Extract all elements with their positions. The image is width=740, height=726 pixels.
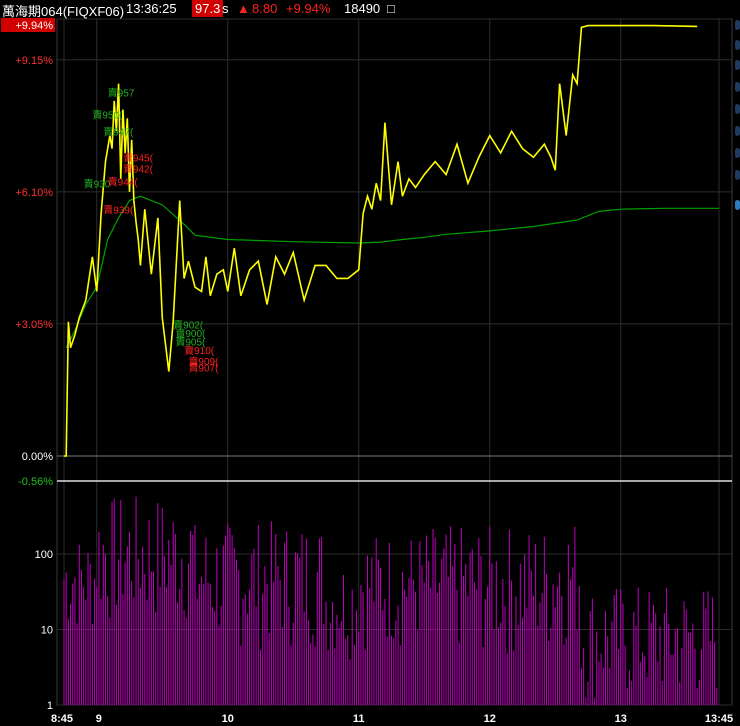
- trade-annotation: 賣900(: [175, 327, 206, 340]
- volume-tick-label: 100: [35, 549, 53, 561]
- trade-annotation: 賣907(: [188, 362, 219, 375]
- edge-marker: [735, 82, 740, 92]
- x-tick-label: 8:45: [51, 713, 73, 725]
- y-tick-label: +9.94%: [15, 20, 53, 32]
- trade-annotation: 賣942(: [123, 162, 154, 175]
- trade-annotation: 賣930: [84, 178, 111, 191]
- trade-annotation: 賣947(: [103, 126, 134, 139]
- edge-marker: [735, 148, 740, 158]
- price-change: 8.80: [252, 1, 278, 16]
- trade-annotation: 賣939(: [103, 204, 134, 217]
- edge-marker: [735, 60, 740, 70]
- x-tick-label: 12: [484, 713, 496, 725]
- trade-annotation: 賣905(: [175, 336, 206, 349]
- x-tick-label: 13:45: [705, 713, 733, 725]
- x-tick-label: 9: [96, 713, 102, 725]
- volume-tick-label: 1: [47, 700, 53, 712]
- volume-tick-label: 10: [41, 625, 53, 637]
- y-tick-label: +6.10%: [15, 187, 53, 199]
- trade-annotation: 賣945(: [123, 152, 154, 165]
- y-tick-label: -0.56%: [18, 476, 53, 488]
- edge-marker: [735, 104, 740, 114]
- price-suffix: s: [222, 1, 229, 16]
- y-tick-label: +3.05%: [15, 319, 53, 331]
- y-tick-label: +9.15%: [15, 55, 53, 67]
- x-tick-label: 10: [222, 713, 234, 725]
- quote-header: 萬海期064(FIQXF06) 13:36:25 97.3 s ▲ 8.80 +…: [0, 0, 740, 19]
- y-tick-label: 0.00%: [22, 451, 53, 463]
- x-tick-label: 13: [615, 713, 627, 725]
- trade-annotation: 賣944(: [108, 175, 139, 188]
- edge-marker: [735, 170, 740, 180]
- edge-marker: [735, 126, 740, 136]
- up-arrow-icon: ▲: [237, 1, 250, 16]
- edge-marker: [735, 200, 740, 210]
- limit-up-badge: [1, 18, 55, 32]
- edge-marker: [735, 40, 740, 50]
- trade-annotation: 賣950(: [92, 108, 123, 121]
- quote-time: 13:36:25: [126, 1, 177, 16]
- average-line: [65, 195, 719, 349]
- edge-marker: [735, 20, 740, 30]
- trade-annotation: 賣910(: [184, 344, 215, 357]
- last-price-badge: 97.3: [192, 0, 224, 17]
- trade-annotation: 賣957: [108, 87, 135, 100]
- trade-annotation: 賣909(: [188, 355, 219, 368]
- symbol-name: 萬海期064(FIQXF06): [2, 4, 125, 19]
- x-tick-label: 11: [353, 713, 365, 725]
- percent-change: +9.94%: [286, 1, 331, 16]
- total-volume: 18490: [344, 1, 381, 16]
- price-line: [64, 24, 698, 457]
- volume-suffix: □: [387, 1, 395, 16]
- trade-annotation: 賣902(: [173, 318, 204, 331]
